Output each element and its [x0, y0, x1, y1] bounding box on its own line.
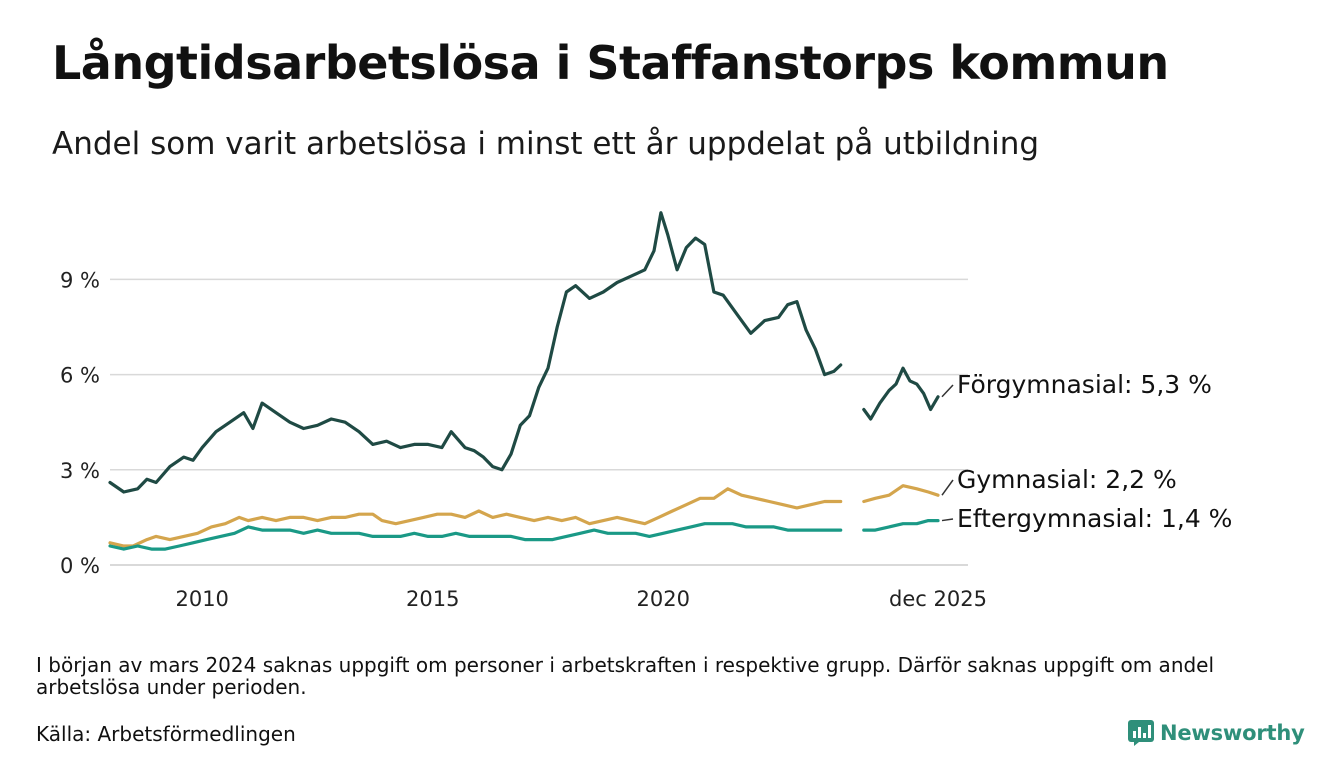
chart-title: Långtidsarbetslösa i Staffanstorps kommu…: [52, 36, 1169, 90]
source-credit: Källa: Arbetsförmedlingen: [36, 722, 296, 746]
label-leader-line: [941, 518, 954, 522]
y-tick-label: 0 %: [60, 554, 100, 578]
series-end-label: Eftergymnasial: 1,4 %: [957, 504, 1232, 533]
y-tick-label: 9 %: [60, 268, 100, 292]
series-line-gymnasial: [108, 487, 843, 548]
series-line-förgymnasial: [108, 211, 843, 494]
footnote: I början av mars 2024 saknas uppgift om …: [36, 653, 1215, 699]
x-tick-label: 2010: [175, 587, 228, 611]
x-tick-label: dec 2025: [889, 587, 987, 611]
series-end-label: Gymnasial: 2,2 %: [957, 465, 1177, 494]
x-tick-label: 2015: [406, 587, 459, 611]
series-line-gymnasial: [862, 484, 940, 504]
label-leader-line: [941, 384, 954, 398]
series-end-labels: Förgymnasial: 5,3 % Gymnasial: 2,2 % Efter…: [941, 370, 1232, 533]
chart-subtitle: Andel som varit arbetslösa i minst ett å…: [52, 126, 1040, 162]
grid-lines: [110, 278, 968, 566]
series-line-förgymnasial: [862, 366, 940, 421]
series-end-label: Förgymnasial: 5,3 %: [957, 370, 1212, 399]
newsworthy-logo-icon: [1128, 720, 1154, 746]
series-line-eftergymnasial: [862, 519, 940, 532]
line-chart: 0 % 3 % 6 % 9 % 2010 2015 2020 dec 2025 Förgym…: [60, 211, 1232, 611]
brand-logo-link[interactable]: Newsworthy: [1128, 716, 1305, 750]
y-tick-label: 6 %: [60, 364, 100, 388]
y-tick-label: 3 %: [60, 459, 100, 483]
series-lines: [108, 211, 940, 551]
brand-name: Newsworthy: [1160, 721, 1305, 745]
x-tick-label: 2020: [637, 587, 690, 611]
label-leader-line: [941, 479, 954, 496]
y-axis-ticks: 0 % 3 % 6 % 9 %: [60, 268, 100, 578]
x-axis-ticks: 2010 2015 2020 dec 2025: [175, 587, 986, 611]
series-line-eftergymnasial: [108, 522, 843, 551]
